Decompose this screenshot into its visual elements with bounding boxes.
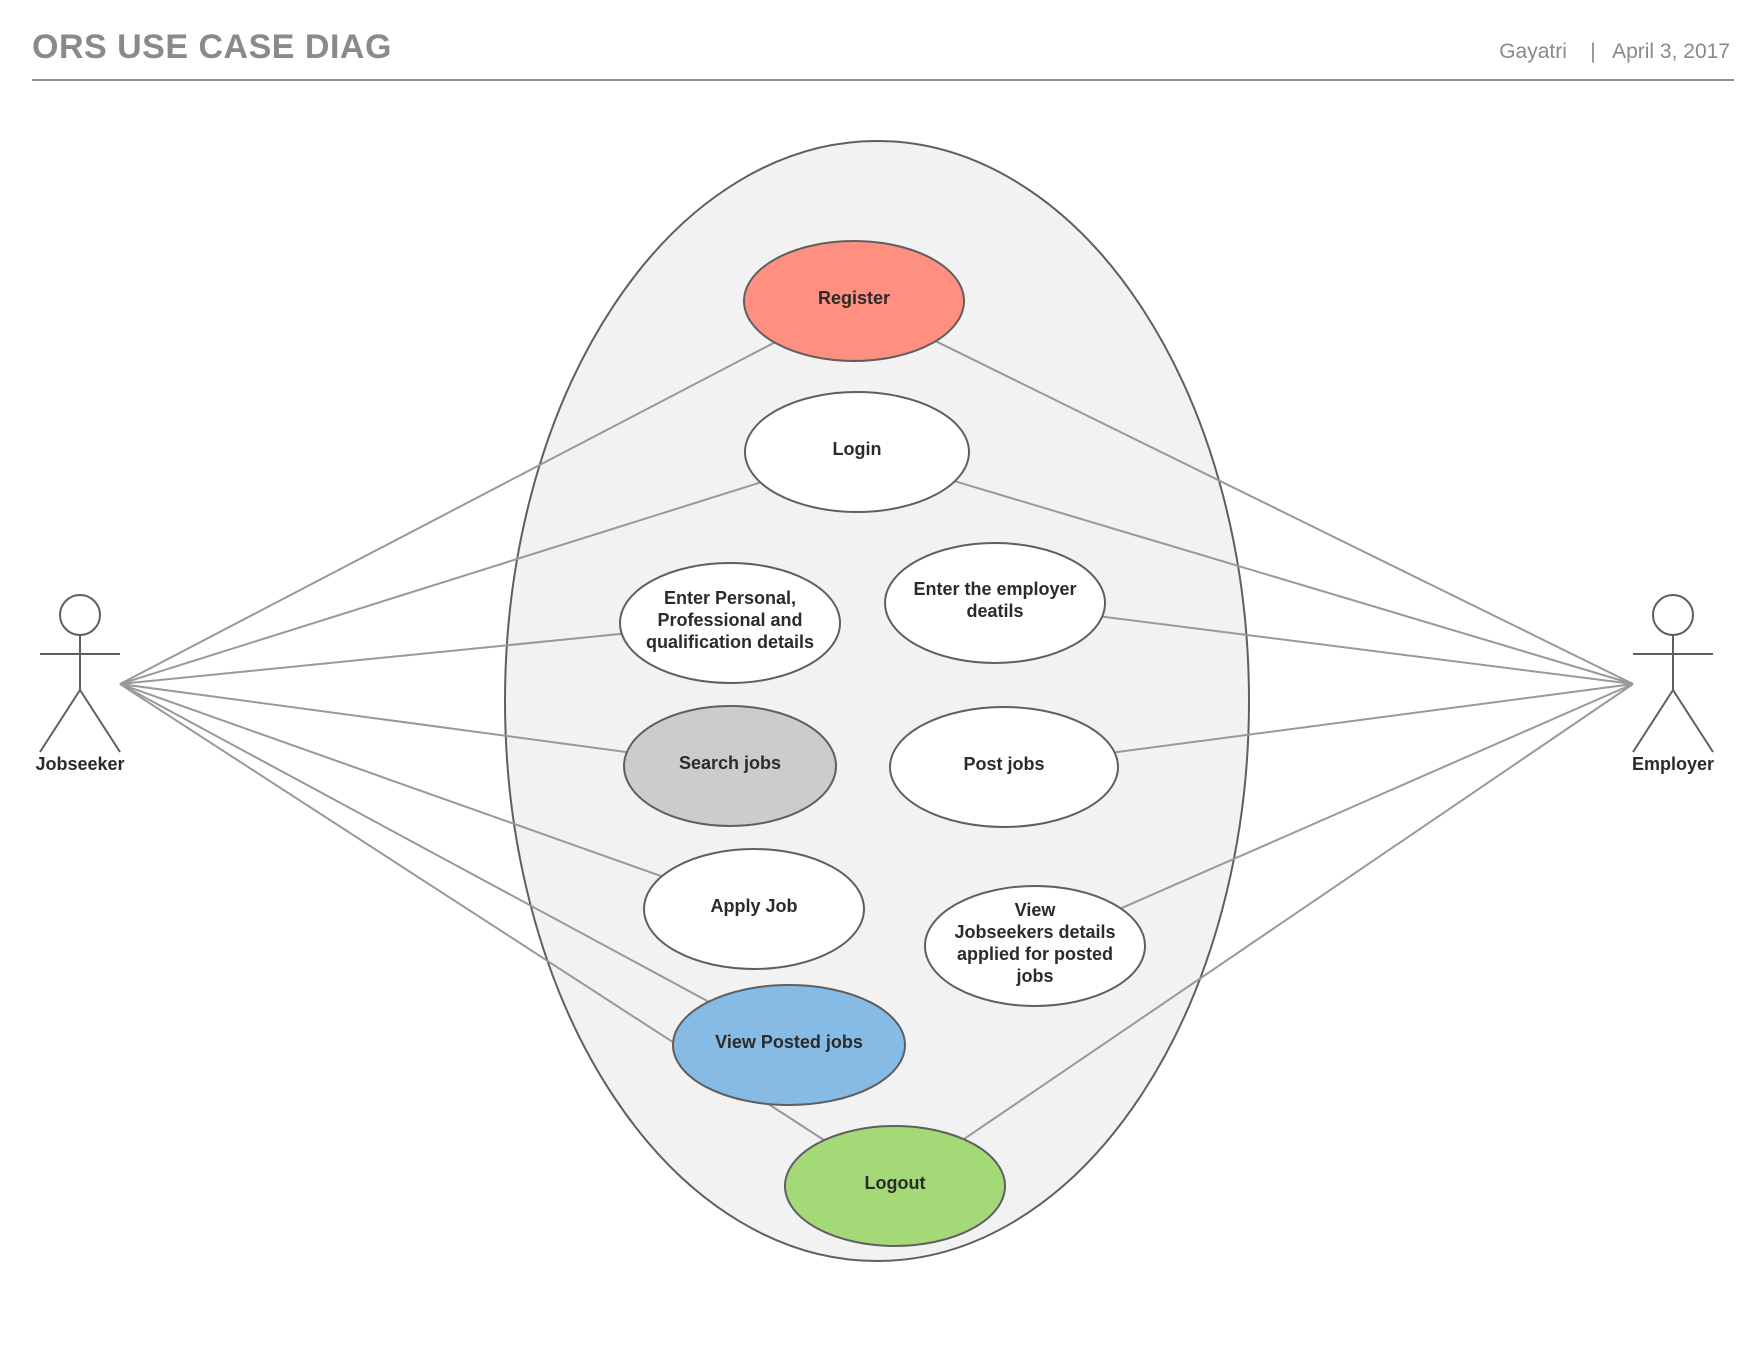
- association-jobseeker-enter-personal: [119, 632, 622, 685]
- association-jobseeker-search-jobs: [119, 683, 628, 754]
- header-divider: [32, 79, 1734, 81]
- use-case-label: Enter the employer: [913, 579, 1076, 599]
- use-case-enter-personal: Enter Personal,Professional andqualifica…: [619, 562, 841, 684]
- association-jobseeker-login: [119, 481, 761, 685]
- use-case-label: Logout: [865, 1173, 926, 1193]
- use-case-post-jobs: Post jobs: [889, 706, 1119, 828]
- use-case-apply-job: Apply Job: [643, 848, 865, 970]
- use-case-label: View: [1015, 900, 1057, 920]
- jobseeker-right-leg: [79, 689, 121, 753]
- use-case-label: applied for posted: [957, 944, 1113, 964]
- use-case-label: Post jobs: [963, 754, 1044, 774]
- use-case-label: Professional and: [657, 610, 802, 630]
- employer-right-leg: [1672, 689, 1714, 753]
- use-case-shape: [784, 1125, 1006, 1247]
- actor-employer-label: Employer: [1632, 754, 1714, 774]
- use-case-shape: [924, 885, 1146, 1007]
- page-title: ORS USE CASE DIAG: [32, 28, 392, 66]
- association-employer-view-jobseekers: [1120, 683, 1634, 910]
- use-case-logout: Logout: [784, 1125, 1006, 1247]
- author-name: Gayatri: [1499, 40, 1567, 63]
- use-case-shape: [619, 562, 841, 684]
- employer-left-leg: [1632, 689, 1674, 753]
- use-case-shape: [643, 848, 865, 970]
- use-case-label: Enter Personal,: [664, 588, 796, 608]
- use-case-view-posted-jobs: View Posted jobs: [672, 984, 906, 1106]
- association-jobseeker-apply-job: [119, 683, 663, 878]
- use-case-shape: [884, 542, 1106, 664]
- employer-head: [1652, 594, 1694, 636]
- use-case-label: Register: [818, 288, 890, 308]
- use-case-login: Login: [744, 391, 970, 513]
- use-case-label: View Posted jobs: [715, 1032, 863, 1052]
- association-jobseeker-view-posted-jobs: [119, 683, 710, 1003]
- actor-jobseeker-label: Jobseeker: [35, 754, 124, 774]
- use-case-register: Register: [743, 240, 965, 362]
- use-case-label: Login: [833, 439, 882, 459]
- use-case-shape: [744, 391, 970, 513]
- association-employer-login: [954, 480, 1634, 685]
- use-cases: Register Login Enter Personal,Professional…: [619, 240, 1146, 1247]
- use-case-label: Search jobs: [679, 753, 781, 773]
- use-case-label: Apply Job: [710, 896, 797, 916]
- use-case-label: qualification details: [646, 632, 814, 652]
- use-case-shape: [889, 706, 1119, 828]
- association-employer-register: [935, 340, 1634, 685]
- association-employer-logout: [963, 683, 1634, 1141]
- use-case-shape: [672, 984, 906, 1106]
- use-case-label: deatils: [966, 601, 1023, 621]
- use-case-search-jobs: Search jobs: [623, 705, 837, 827]
- header-separator: |: [1590, 40, 1596, 63]
- association-employer-enter-employer: [1101, 615, 1634, 685]
- actor-employer: [1632, 594, 1714, 753]
- association-employer-post-jobs: [1114, 683, 1634, 754]
- association-jobseeker-register: [119, 341, 775, 685]
- use-case-label: jobs: [1015, 966, 1053, 986]
- header-meta: Gayatri | April 3, 2017: [1499, 40, 1730, 64]
- document-date: April 3, 2017: [1612, 40, 1730, 63]
- use-case-label: Jobseekers details: [954, 922, 1115, 942]
- actor-jobseeker: [39, 594, 121, 753]
- use-case-shape: [743, 240, 965, 362]
- jobseeker-left-leg: [39, 689, 81, 753]
- use-case-shape: [623, 705, 837, 827]
- jobseeker-head: [59, 594, 101, 636]
